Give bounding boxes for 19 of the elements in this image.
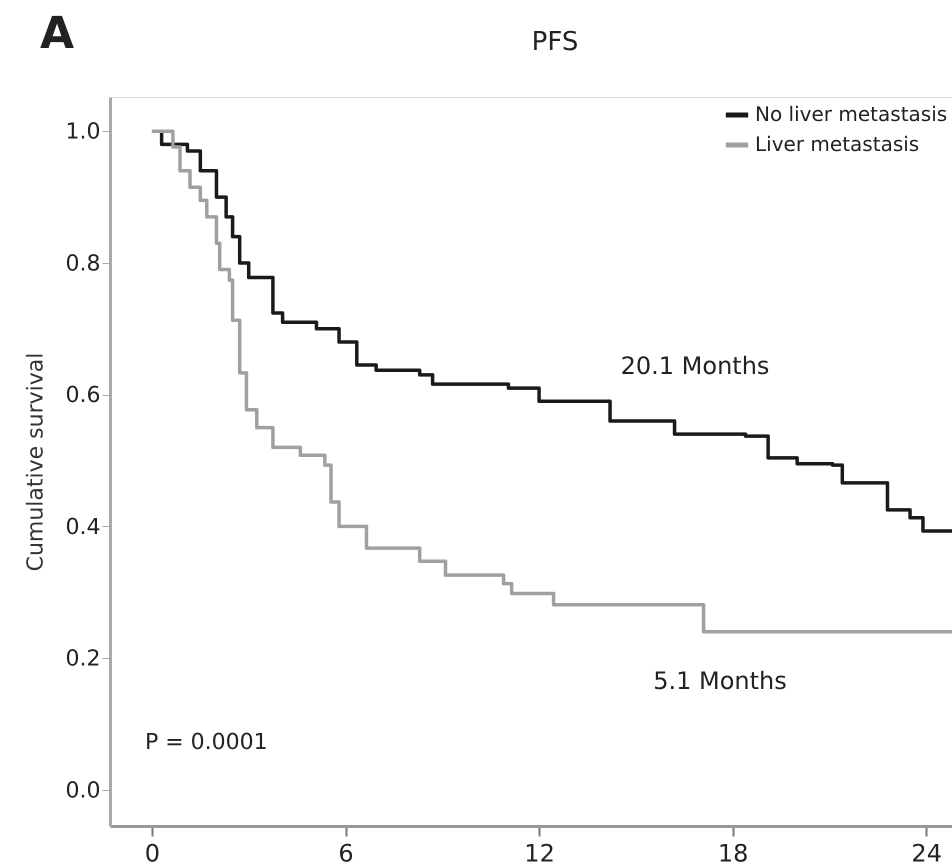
y-tick-label: 0.8 [66, 251, 100, 276]
text: A [40, 8, 74, 59]
x-tick-label: 6 [338, 840, 354, 866]
legend-label: Liver metastasis [755, 132, 920, 156]
y-tick-label: 0.2 [66, 646, 100, 672]
y-tick-label: 1.0 [66, 120, 100, 145]
y-tick-label: 0.4 [66, 514, 100, 540]
annotation: 5.1 Months [653, 667, 787, 695]
legend-label: No liver metastasis [755, 102, 948, 126]
y-axis-title: Cumulative survival [24, 352, 49, 572]
chart-title: PFS [532, 27, 578, 57]
x-tick-label: 12 [524, 840, 555, 866]
annotation: 20.1 Months [620, 352, 770, 380]
x-tick-label: 24 [911, 840, 942, 866]
x-tick-label: 18 [718, 840, 748, 866]
annotation: P = 0.0001 [145, 730, 268, 755]
x-tick-label: 0 [144, 840, 160, 866]
y-tick-label: 0.6 [66, 383, 100, 408]
y-tick-label: 0.0 [66, 778, 100, 804]
